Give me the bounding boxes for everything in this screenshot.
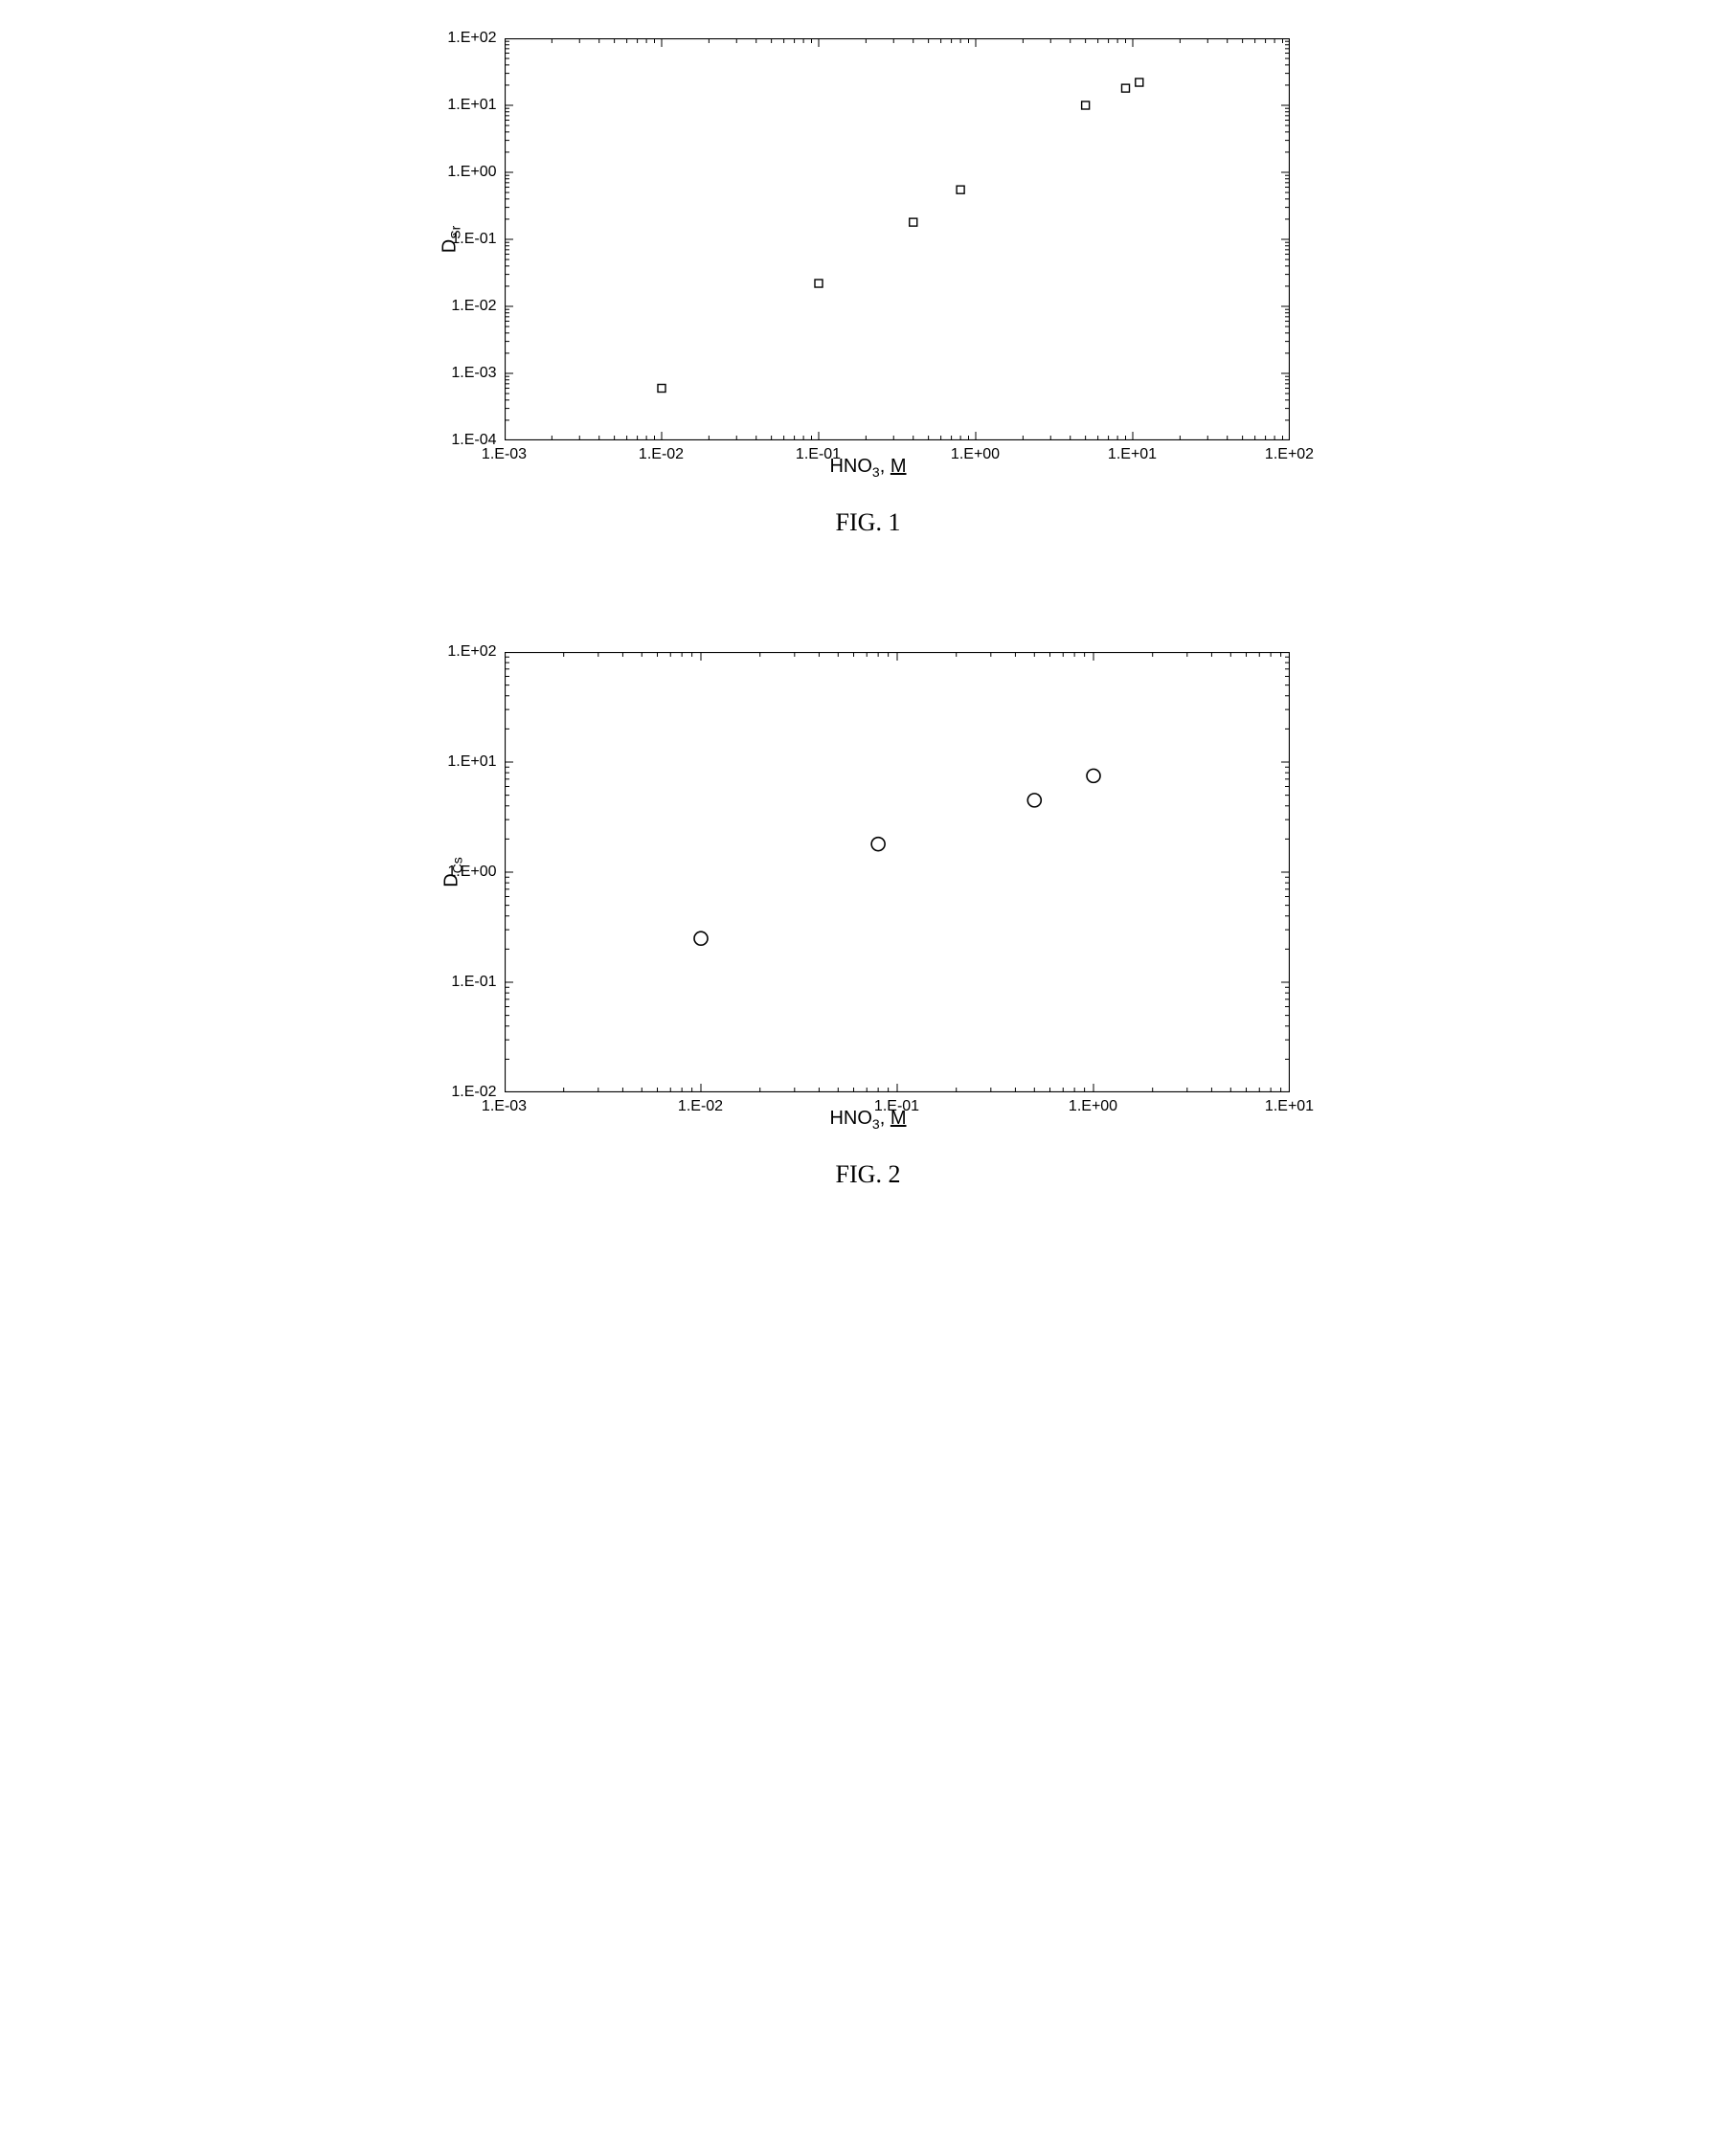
fig1-data-point	[658, 385, 665, 393]
fig1-ytick-label: 1.E-04	[451, 432, 496, 449]
fig2-ytick-label: 1.E-02	[451, 1084, 496, 1101]
fig1-xtick-label: 1.E+01	[1108, 446, 1157, 463]
fig2-ytick-label: 1.E+01	[447, 753, 496, 771]
fig1-data-point	[1135, 79, 1142, 86]
fig1-data-point	[1081, 101, 1089, 109]
fig2-data-point	[871, 838, 885, 851]
fig2-xtick-label: 1.E-02	[678, 1098, 723, 1115]
fig1-ytick-label: 1.E-01	[451, 231, 496, 248]
fig1-data-point	[957, 186, 964, 193]
fig1-data-point	[909, 218, 916, 226]
fig2-data-point	[1027, 794, 1041, 807]
fig1-caption: FIG. 1	[390, 508, 1347, 537]
fig2-xtick-label: 1.E+00	[1069, 1098, 1117, 1115]
fig1-data-point	[1121, 84, 1129, 92]
fig1-ytick-label: 1.E-03	[451, 365, 496, 382]
figure-2: DCs 1.E-031.E-021.E-011.E+001.E+011.E-02…	[390, 652, 1347, 1189]
fig1-ytick-label: 1.E+01	[447, 97, 496, 114]
fig1-xtick-label: 1.E+02	[1265, 446, 1314, 463]
fig2-data-point	[1087, 769, 1100, 782]
fig1-ytick-label: 1.E+00	[447, 164, 496, 181]
fig1-xtick-label: 1.E-01	[796, 446, 841, 463]
fig1-ytick-label: 1.E+02	[447, 30, 496, 47]
fig1-xlabel: HNO3, M	[390, 456, 1347, 480]
fig1-xtick-label: 1.E-02	[639, 446, 684, 463]
fig2-caption: FIG. 2	[390, 1160, 1347, 1189]
fig2-ytick-label: 1.E+00	[447, 864, 496, 881]
fig2-xlabel: HNO3, M	[390, 1108, 1347, 1132]
fig2-svg	[505, 652, 1290, 1092]
fig1-xtick-label: 1.E+00	[951, 446, 1000, 463]
fig2-plot-area: DCs 1.E-031.E-021.E-011.E+001.E+011.E-02…	[505, 652, 1290, 1092]
fig1-svg	[505, 38, 1290, 440]
fig1-data-point	[815, 280, 823, 287]
fig2-ytick-label: 1.E-01	[451, 974, 496, 991]
fig2-xtick-label: 1.E+01	[1265, 1098, 1314, 1115]
fig2-ytick-label: 1.E+02	[447, 643, 496, 661]
figure-1: DSr 1.E-031.E-021.E-011.E+001.E+011.E+02…	[390, 38, 1347, 537]
fig2-data-point	[694, 932, 708, 945]
fig2-xtick-label: 1.E-01	[874, 1098, 919, 1115]
fig1-ytick-label: 1.E-02	[451, 298, 496, 315]
fig1-plot-area: DSr 1.E-031.E-021.E-011.E+001.E+011.E+02…	[505, 38, 1290, 440]
